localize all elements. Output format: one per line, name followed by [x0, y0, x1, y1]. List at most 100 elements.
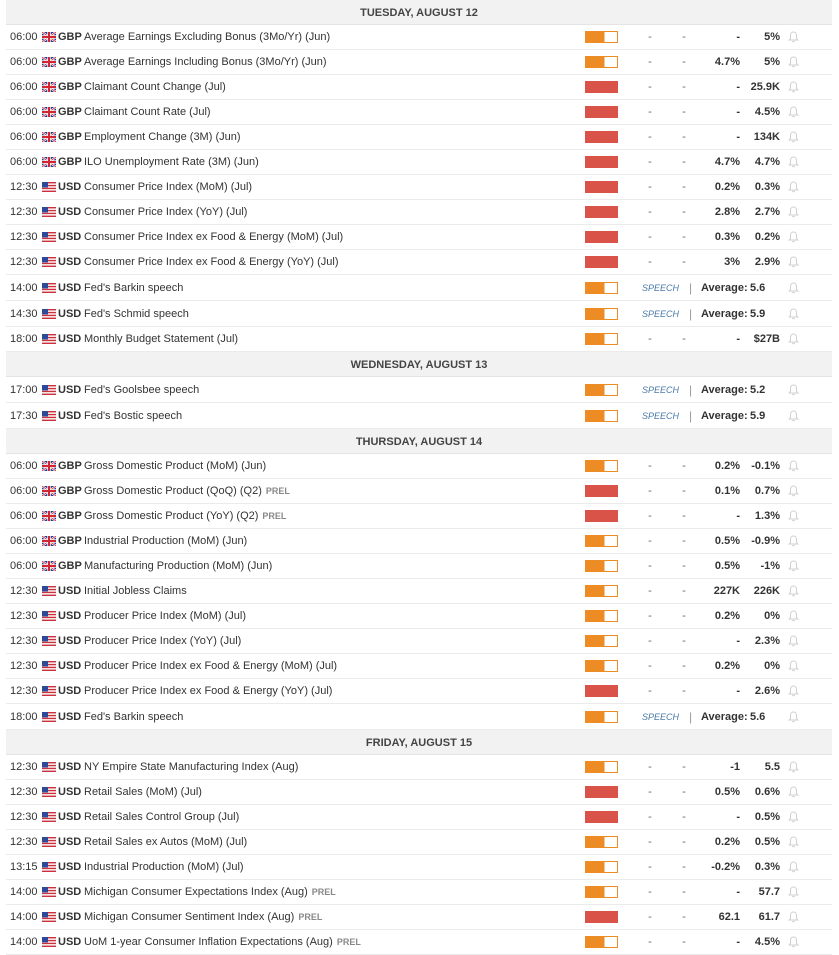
- event-row[interactable]: 06:00 GBP Average Earnings Including Bonus…: [6, 50, 832, 75]
- event-row[interactable]: 14:00 USD UoM 1-year Consumer Inflation Ex…: [6, 930, 832, 955]
- bell-icon[interactable]: [788, 75, 800, 99]
- event-row[interactable]: 14:00 USD Fed's Barkin speech SPEECH | Averag…: [6, 275, 832, 301]
- event-name-cell[interactable]: Fed's Barkin speech: [84, 704, 183, 729]
- event-name-cell[interactable]: Michigan Consumer Sentiment Index (Aug) P…: [84, 905, 322, 929]
- event-name-cell[interactable]: Consumer Price Index (YoY) (Jul): [84, 200, 247, 224]
- event-name-cell[interactable]: Industrial Production (MoM) (Jun): [84, 529, 247, 553]
- event-name[interactable]: Retail Sales (MoM) (Jul): [84, 786, 202, 798]
- bell-icon[interactable]: [788, 529, 800, 553]
- bell-icon[interactable]: [788, 25, 800, 49]
- event-name[interactable]: UoM 1-year Consumer Inflation Expectatio…: [84, 936, 333, 948]
- bell-icon[interactable]: [788, 830, 800, 854]
- bell-icon[interactable]: [788, 479, 800, 503]
- event-name[interactable]: Average Earnings Excluding Bonus (3Mo/Yr…: [84, 31, 331, 43]
- bell-icon[interactable]: [788, 805, 800, 829]
- event-name[interactable]: NY Empire State Manufacturing Index (Aug…: [84, 761, 299, 773]
- event-row[interactable]: 18:00 USD Fed's Barkin speech SPEECH | Averag…: [6, 704, 832, 730]
- event-row[interactable]: 12:30 USD NY Empire State Manufacturing In…: [6, 755, 832, 780]
- event-name-cell[interactable]: Consumer Price Index ex Food & Energy (M…: [84, 225, 343, 249]
- event-name-cell[interactable]: Gross Domestic Product (YoY) (Q2) PREL: [84, 504, 286, 528]
- event-name[interactable]: Gross Domestic Product (MoM) (Jun): [84, 460, 267, 472]
- bell-icon[interactable]: [788, 654, 800, 678]
- event-row[interactable]: 12:30 USD Retail Sales ex Autos (MoM) (Jul…: [6, 830, 832, 855]
- event-name-cell[interactable]: Producer Price Index ex Food & Energy (Y…: [84, 679, 332, 703]
- event-row[interactable]: 06:00 GBP Claimant Count Rate (Jul) - - - 4.5%: [6, 100, 832, 125]
- event-name-cell[interactable]: Average Earnings Including Bonus (3Mo/Yr…: [84, 50, 327, 74]
- event-row[interactable]: 06:00 GBP Gross Domestic Product (QoQ) (Q2…: [6, 479, 832, 504]
- event-name-cell[interactable]: Retail Sales Control Group (Jul): [84, 805, 239, 829]
- event-name[interactable]: Industrial Production (MoM) (Jul): [84, 861, 244, 873]
- event-name-cell[interactable]: Claimant Count Rate (Jul): [84, 100, 211, 124]
- event-name[interactable]: Employment Change (3M) (Jun): [84, 131, 241, 143]
- event-name-cell[interactable]: Average Earnings Excluding Bonus (3Mo/Yr…: [84, 25, 330, 49]
- event-name-cell[interactable]: Fed's Bostic speech: [84, 403, 182, 428]
- event-name-cell[interactable]: Fed's Goolsbee speech: [84, 377, 199, 402]
- event-row[interactable]: 17:00 USD Fed's Goolsbee speech SPEECH | Aver…: [6, 377, 832, 403]
- bell-icon[interactable]: [788, 504, 800, 528]
- event-name-cell[interactable]: Consumer Price Index (MoM) (Jul): [84, 175, 252, 199]
- event-name-cell[interactable]: Monthly Budget Statement (Jul): [84, 327, 238, 351]
- event-name[interactable]: Producer Price Index (MoM) (Jul): [84, 610, 246, 622]
- event-name[interactable]: Consumer Price Index (MoM) (Jul): [84, 181, 253, 193]
- bell-icon[interactable]: [788, 880, 800, 904]
- bell-icon[interactable]: [788, 855, 800, 879]
- event-name[interactable]: Fed's Barkin speech: [84, 281, 184, 294]
- event-row[interactable]: 12:30 USD Consumer Price Index ex Food & E…: [6, 225, 832, 250]
- event-row[interactable]: 12:30 USD Consumer Price Index (YoY) (Jul)…: [6, 200, 832, 225]
- event-name-cell[interactable]: Michigan Consumer Expectations Index (Au…: [84, 880, 336, 904]
- event-name-cell[interactable]: Manufacturing Production (MoM) (Jun): [84, 554, 272, 578]
- event-row[interactable]: 06:00 GBP ILO Unemployment Rate (3M) (Jun)…: [6, 150, 832, 175]
- bell-icon[interactable]: [788, 250, 800, 274]
- bell-icon[interactable]: [788, 629, 800, 653]
- event-name-cell[interactable]: Retail Sales ex Autos (MoM) (Jul): [84, 830, 247, 854]
- event-name[interactable]: Fed's Goolsbee speech: [84, 383, 200, 396]
- event-name[interactable]: Average Earnings Including Bonus (3Mo/Yr…: [84, 56, 327, 68]
- bell-icon[interactable]: [788, 780, 800, 804]
- bell-icon[interactable]: [788, 175, 800, 199]
- event-row[interactable]: 18:00 USD Monthly Budget Statement (Jul) - -…: [6, 327, 832, 352]
- bell-icon[interactable]: [788, 50, 800, 74]
- event-row[interactable]: 14:00 USD Michigan Consumer Sentiment Inde…: [6, 905, 832, 930]
- bell-icon[interactable]: [788, 125, 800, 149]
- bell-icon[interactable]: [788, 604, 800, 628]
- bell-icon[interactable]: [788, 403, 800, 428]
- event-row[interactable]: 17:30 USD Fed's Bostic speech SPEECH | Averag…: [6, 403, 832, 429]
- event-row[interactable]: 06:00 GBP Gross Domestic Product (YoY) (Q2…: [6, 504, 832, 529]
- event-row[interactable]: 06:00 GBP Average Earnings Excluding Bonus…: [6, 25, 832, 50]
- event-row[interactable]: 14:00 USD Michigan Consumer Expectations I…: [6, 880, 832, 905]
- event-name[interactable]: Consumer Price Index ex Food & Energy (Y…: [84, 256, 339, 268]
- event-name-cell[interactable]: Producer Price Index (YoY) (Jul): [84, 629, 241, 653]
- bell-icon[interactable]: [788, 755, 800, 779]
- event-row[interactable]: 12:30 USD Producer Price Index ex Food & E…: [6, 679, 832, 704]
- event-row[interactable]: 12:30 USD Retail Sales (MoM) (Jul) - - 0.5% 0.…: [6, 780, 832, 805]
- event-name-cell[interactable]: Producer Price Index ex Food & Energy (M…: [84, 654, 337, 678]
- event-name-cell[interactable]: Claimant Count Change (Jul): [84, 75, 226, 99]
- event-name[interactable]: Fed's Barkin speech: [84, 710, 184, 723]
- event-name[interactable]: Retail Sales Control Group (Jul): [84, 811, 240, 823]
- event-row[interactable]: 12:30 USD Producer Price Index ex Food & E…: [6, 654, 832, 679]
- event-row[interactable]: 12:30 USD Consumer Price Index ex Food & E…: [6, 250, 832, 275]
- bell-icon[interactable]: [788, 679, 800, 703]
- bell-icon[interactable]: [788, 150, 800, 174]
- bell-icon[interactable]: [788, 930, 800, 954]
- event-row[interactable]: 12:30 USD Initial Jobless Claims - - 227K 226K: [6, 579, 832, 604]
- event-name-cell[interactable]: Gross Domestic Product (QoQ) (Q2) PREL: [84, 479, 290, 503]
- event-name-cell[interactable]: Retail Sales (MoM) (Jul): [84, 780, 202, 804]
- event-name-cell[interactable]: ILO Unemployment Rate (3M) (Jun): [84, 150, 259, 174]
- event-row[interactable]: 06:00 GBP Claimant Count Change (Jul) - - -25…: [6, 75, 832, 100]
- event-name-cell[interactable]: Initial Jobless Claims: [84, 579, 187, 603]
- event-name[interactable]: ILO Unemployment Rate (3M) (Jun): [84, 156, 259, 168]
- bell-icon[interactable]: [788, 225, 800, 249]
- event-name[interactable]: Claimant Count Change (Jul): [84, 81, 226, 93]
- event-name-cell[interactable]: Industrial Production (MoM) (Jul): [84, 855, 244, 879]
- bell-icon[interactable]: [788, 554, 800, 578]
- event-row[interactable]: 06:00 GBP Industrial Production (MoM) (Jun…: [6, 529, 832, 554]
- event-name[interactable]: Manufacturing Production (MoM) (Jun): [84, 560, 273, 572]
- event-name[interactable]: Claimant Count Rate (Jul): [84, 106, 211, 118]
- event-name[interactable]: Michigan Consumer Sentiment Index (Aug): [84, 911, 295, 923]
- event-name[interactable]: Consumer Price Index ex Food & Energy (M…: [84, 231, 344, 243]
- event-name-cell[interactable]: NY Empire State Manufacturing Index (Aug…: [84, 755, 298, 779]
- event-name[interactable]: Initial Jobless Claims: [84, 585, 187, 597]
- event-row[interactable]: 12:30 USD Consumer Price Index (MoM) (Jul)…: [6, 175, 832, 200]
- event-row[interactable]: 06:00 GBP Gross Domestic Product (MoM) (Ju…: [6, 454, 832, 479]
